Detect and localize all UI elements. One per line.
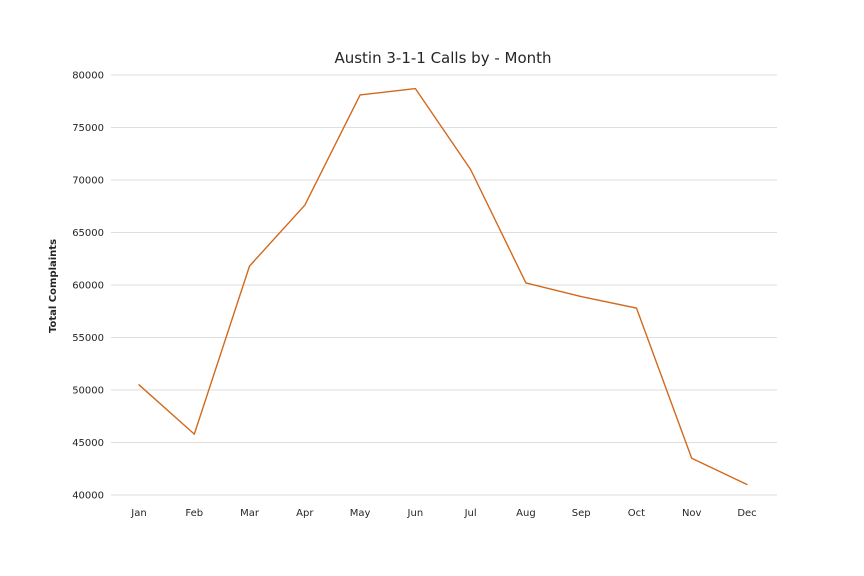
y-tick-label: 60000 xyxy=(72,281,104,292)
x-tick-label: Dec xyxy=(737,508,756,519)
x-tick-label: Oct xyxy=(628,508,645,519)
y-tick-label: 55000 xyxy=(72,333,104,344)
x-tick-label: Sep xyxy=(572,508,591,519)
x-tick-label: Jun xyxy=(407,508,424,519)
chart-title: Austin 3-1-1 Calls by - Month xyxy=(334,49,551,67)
x-tick-label: Mar xyxy=(240,508,260,519)
x-axis-tick-labels: Jan Feb Mar Apr May Jun Jul Aug Sep Oct Nov Dec xyxy=(130,508,756,519)
y-axis-label: Total Complaints xyxy=(48,239,59,333)
y-tick-label: 45000 xyxy=(72,438,104,449)
x-tick-label: May xyxy=(350,508,371,519)
x-tick-label: Feb xyxy=(185,508,203,519)
y-tick-label: 50000 xyxy=(72,386,104,397)
series-layer xyxy=(138,87,748,486)
x-tick-label: Apr xyxy=(296,508,314,519)
y-axis-tick-labels: 40000 45000 50000 55000 60000 65000 70000 75000… xyxy=(72,71,104,502)
y-tick-label: 80000 xyxy=(72,71,104,82)
y-tick-label: 40000 xyxy=(72,491,104,502)
x-tick-label: Jul xyxy=(464,508,477,519)
y-tick-label: 70000 xyxy=(72,176,104,187)
y-tick-label: 75000 xyxy=(72,123,104,134)
gridlines xyxy=(111,74,777,496)
x-tick-label: Nov xyxy=(682,508,702,519)
x-tick-label: Aug xyxy=(516,508,536,519)
series-line xyxy=(138,87,748,486)
x-tick-label: Jan xyxy=(130,508,146,519)
y-tick-label: 65000 xyxy=(72,228,104,239)
